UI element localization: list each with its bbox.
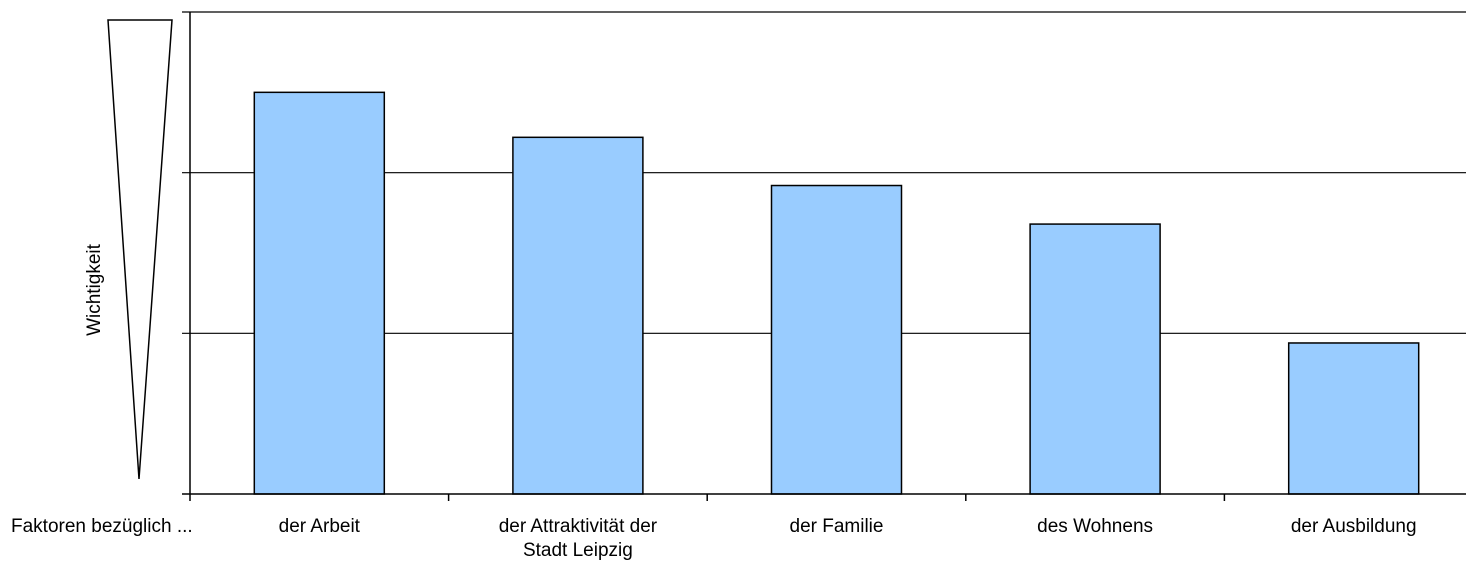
bar-1 (253, 91, 386, 495)
bar-4 (1029, 223, 1161, 495)
x-tick-label-2: der Attraktivität der Stadt Leipzig (499, 516, 658, 561)
x-axis-prefix-label: Faktoren bezüglich ... (11, 516, 193, 537)
x-tick-label-4: des Wohnens (1037, 516, 1153, 537)
importance-triangle-icon (107, 19, 173, 480)
x-axis-tick-labels: der Arbeit der Attraktivität der Stadt Lei… (279, 516, 1417, 561)
bar-2 (512, 136, 644, 495)
bars (253, 91, 1420, 495)
x-tick-label-3: der Familie (790, 516, 884, 537)
x-axis-ticks (189, 494, 1226, 501)
bar-3 (770, 184, 903, 495)
x-tick-label-1: der Arbeit (279, 516, 361, 537)
x-tick-label-5: der Ausbildung (1291, 516, 1417, 537)
y-axis-title: Wichtigkeit (84, 243, 105, 336)
bar-5 (1287, 342, 1420, 495)
